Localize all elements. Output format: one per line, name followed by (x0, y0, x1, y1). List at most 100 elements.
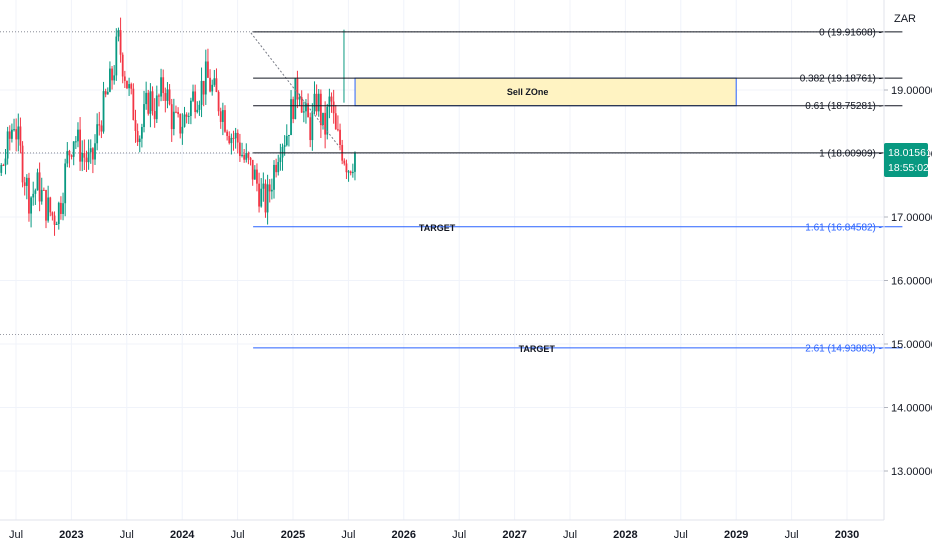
candle-body (134, 119, 137, 131)
x-tick-label: 2029 (724, 529, 748, 541)
candle-body (324, 112, 327, 135)
x-tick-label: 2027 (502, 529, 526, 541)
x-tick-label: 2023 (59, 529, 83, 541)
candle-body (160, 77, 162, 97)
x-tick-label: Jul (231, 529, 245, 541)
candle-body (183, 114, 186, 127)
candle-body (292, 99, 295, 120)
candle-body (294, 78, 297, 120)
candle-body (151, 91, 154, 112)
candle-body (121, 54, 124, 77)
x-tick-label: Jul (341, 529, 355, 541)
candle-body (147, 92, 150, 114)
candle-body (38, 172, 41, 202)
candle-body (219, 111, 222, 122)
candle-body (126, 80, 128, 89)
candle-body (343, 160, 346, 164)
candle-body (15, 129, 18, 140)
candle-body (334, 113, 337, 130)
time-axis[interactable]: Jul 2023 Jul 2024 Jul 2025 Jul 2026 Jul 2027 Jul 20… (0, 519, 884, 541)
candle-body (307, 103, 309, 118)
candle-body (155, 95, 158, 120)
candle-body (262, 183, 265, 189)
candle-body (345, 163, 348, 173)
candle-body (217, 91, 220, 112)
candle-body (275, 164, 278, 173)
candle-body (317, 93, 320, 112)
candle-body (13, 129, 15, 131)
candle-body (8, 131, 11, 139)
candle-body (143, 104, 145, 128)
candle-body (209, 77, 211, 92)
candle-body (72, 141, 75, 157)
candle-body (288, 135, 290, 137)
candle-body (60, 202, 62, 214)
candle-body (189, 100, 192, 116)
candle-body (215, 78, 218, 92)
candle-body (153, 111, 156, 120)
candle-body (2, 165, 5, 167)
candle-body (245, 152, 248, 160)
candle-body (279, 157, 282, 163)
fib-level-label: 1 (18.00909) - (819, 148, 882, 159)
candle-body (198, 104, 201, 110)
candle-body (253, 169, 256, 180)
candle-body (290, 99, 292, 136)
candle-body (213, 78, 216, 85)
candle-body (330, 96, 333, 102)
candle-body (185, 114, 188, 117)
y-tick-label: 17.00000 (891, 212, 932, 224)
candle-body (302, 111, 305, 113)
grid (0, 0, 884, 520)
x-tick-label: Jul (674, 529, 688, 541)
drawings[interactable]: Sell ZOne 0 (19.91608) - 0.382 (19.18761) … (250, 27, 903, 354)
candle-body (91, 148, 94, 160)
candle-body (96, 124, 99, 144)
candle-body (283, 145, 286, 147)
candle-body (192, 91, 194, 101)
candle-body (21, 145, 24, 183)
x-tick-label: Jul (9, 529, 23, 541)
candle-body (40, 189, 43, 202)
candle-body (11, 129, 13, 139)
x-tick-label: Jul (452, 529, 466, 541)
candle-body (28, 177, 30, 214)
candle-body (264, 183, 267, 213)
last-price-badge: 18.01561 18:55:02 (884, 143, 932, 177)
candle-body (311, 111, 314, 141)
trend-line (250, 32, 340, 148)
candle-body (273, 164, 275, 190)
candle-body (45, 190, 47, 221)
candle-body (204, 61, 207, 95)
candle-body (270, 189, 273, 192)
x-tick-label: 2024 (170, 529, 195, 541)
candle-body (168, 89, 171, 105)
candle-body (207, 61, 209, 78)
candle-body (106, 91, 109, 95)
candle-body (211, 84, 214, 92)
candle-body (136, 130, 139, 143)
candle-body (256, 169, 258, 184)
candle-body (187, 115, 190, 117)
y-tick-label: 19.00000 (891, 85, 932, 97)
y-tick-label: 14.00000 (891, 403, 932, 415)
x-tick-label: 2026 (392, 529, 416, 541)
candle-body (104, 91, 107, 95)
fib-level-label: 2.61 (14.93883) - (805, 343, 882, 354)
candle-body (32, 193, 35, 198)
candle-body (36, 172, 39, 191)
candle-body (249, 157, 252, 160)
candle-body (115, 36, 118, 76)
candle-body (309, 117, 312, 141)
candle-body (138, 138, 141, 143)
candle-body (100, 125, 103, 132)
candle-body (130, 84, 133, 89)
candle-body (113, 75, 116, 81)
candle-body (149, 91, 152, 114)
fib-level-label: 0.61 (18.75281) - (805, 101, 882, 112)
target-label: TARGET (419, 223, 456, 233)
y-tick-label: 15.00000 (891, 339, 932, 351)
candle-body (328, 96, 331, 107)
candle-body (111, 68, 113, 81)
